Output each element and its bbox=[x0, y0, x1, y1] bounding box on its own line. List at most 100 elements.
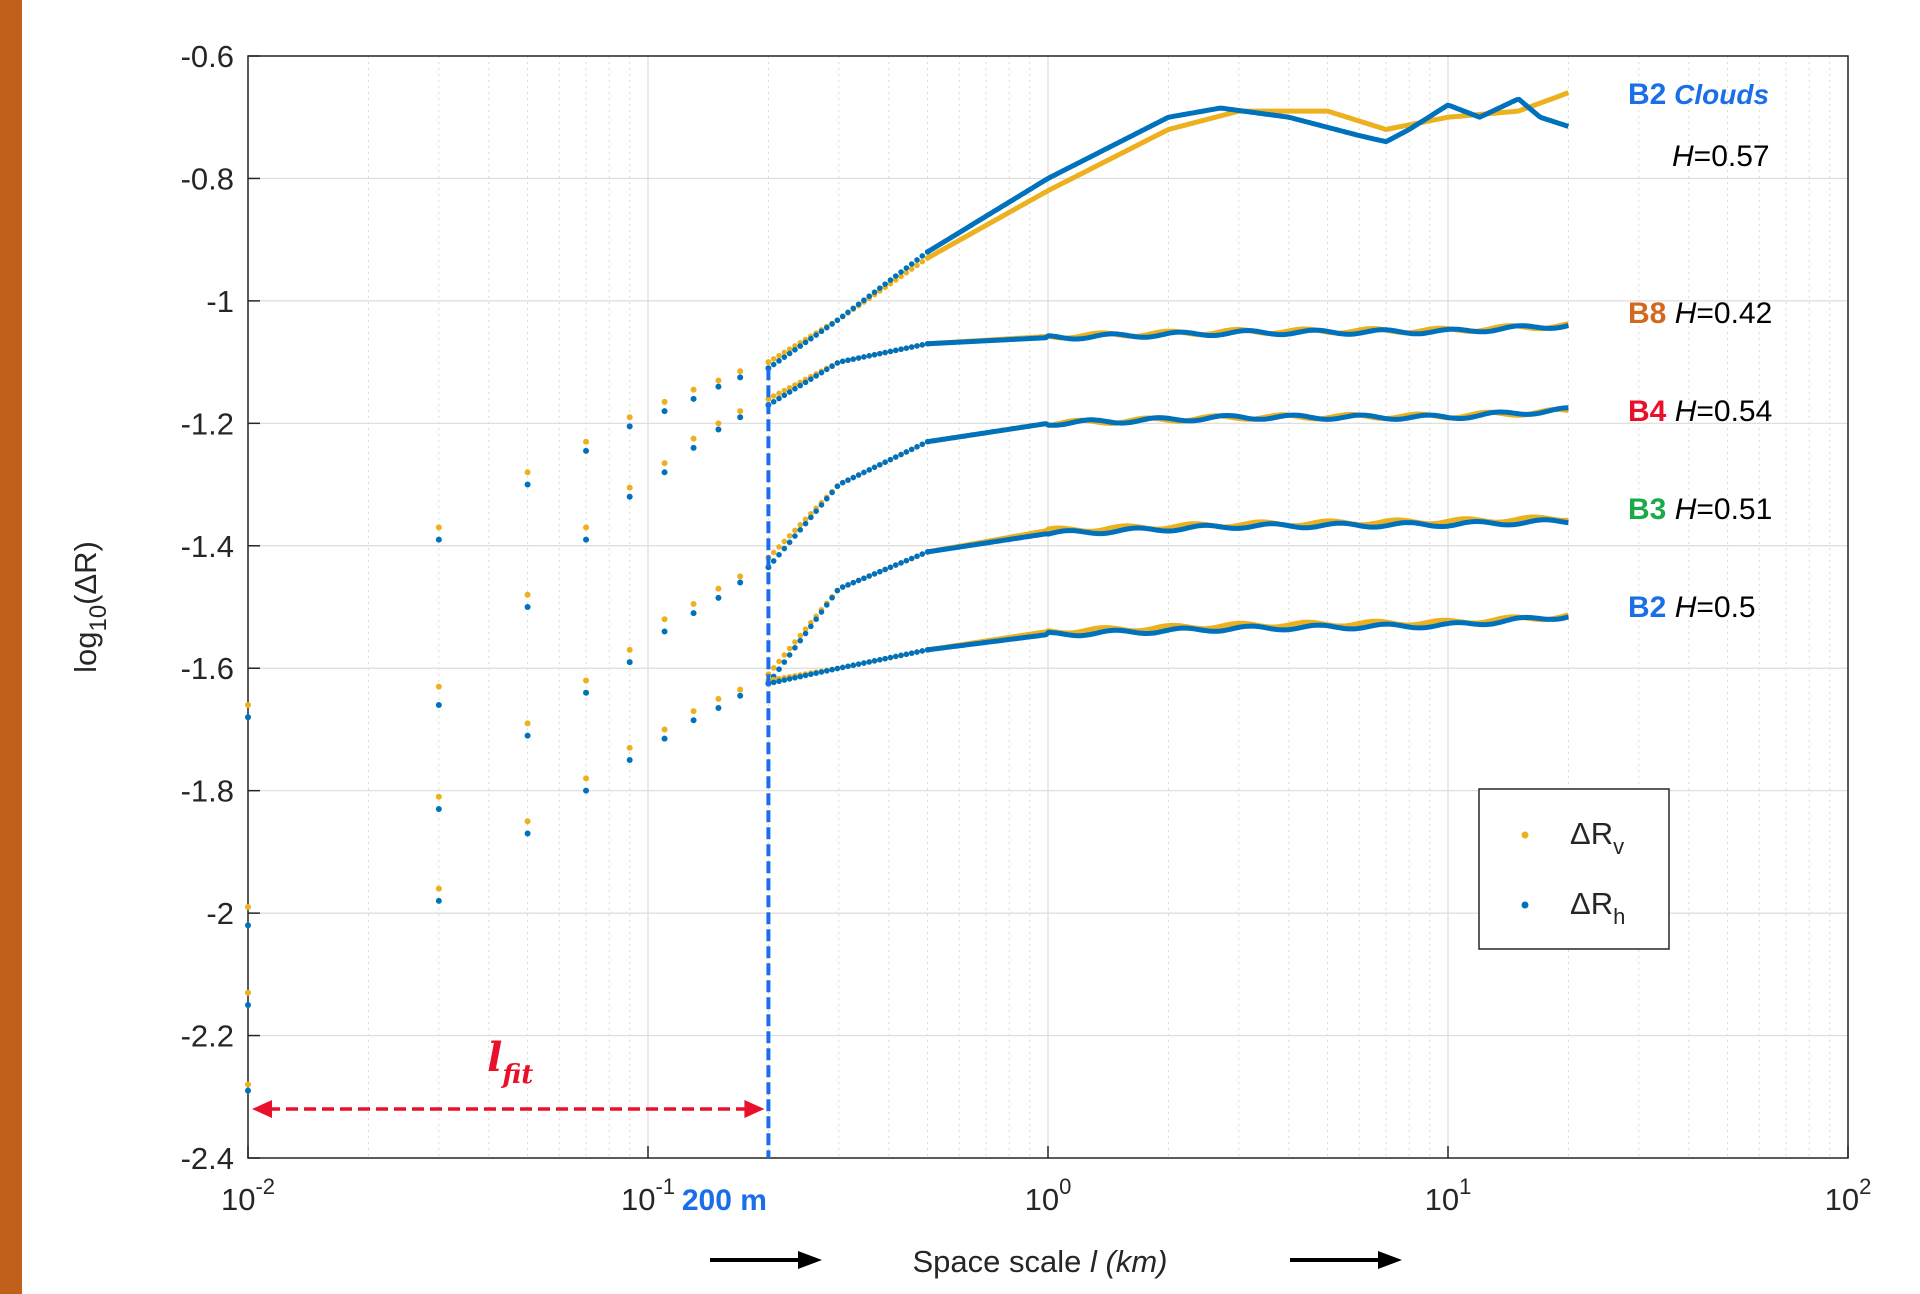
data-point bbox=[877, 656, 883, 663]
data-point bbox=[861, 575, 867, 582]
data-point bbox=[524, 604, 531, 610]
data-point bbox=[887, 654, 894, 661]
data-point bbox=[661, 408, 668, 415]
lfit-label-sub: fit bbox=[500, 1060, 533, 1090]
data-point bbox=[908, 344, 915, 350]
data-point bbox=[797, 343, 804, 349]
data-point bbox=[903, 557, 910, 564]
data-point bbox=[813, 332, 819, 338]
data-point bbox=[892, 277, 899, 283]
data-point bbox=[245, 922, 251, 929]
series-line bbox=[926, 96, 1570, 255]
data-point bbox=[626, 493, 633, 500]
data-point bbox=[919, 253, 926, 259]
data-point bbox=[892, 454, 899, 460]
data-point bbox=[834, 483, 841, 490]
data-point bbox=[786, 645, 793, 652]
data-point bbox=[715, 594, 722, 601]
band-label-b4: B4 H=0.54 bbox=[1628, 395, 1772, 428]
y-axis-label-sub: 10 bbox=[85, 605, 112, 632]
data-point bbox=[919, 648, 926, 654]
series-line bbox=[927, 405, 1569, 445]
lfit-arrowhead-right bbox=[744, 1100, 765, 1119]
data-point bbox=[661, 628, 668, 635]
data-point bbox=[715, 377, 722, 384]
x-tick-label: 101 bbox=[1425, 1174, 1472, 1217]
data-point bbox=[786, 384, 793, 391]
data-point bbox=[892, 653, 899, 660]
series-line bbox=[927, 323, 1569, 347]
data-point bbox=[882, 281, 888, 287]
lfit-arrowhead-left bbox=[252, 1100, 272, 1119]
band-name: B3 bbox=[1628, 493, 1666, 526]
data-point bbox=[866, 293, 873, 300]
data-point bbox=[855, 301, 862, 308]
data-point bbox=[435, 806, 442, 813]
data-point bbox=[823, 495, 830, 502]
y-tick-label: -2 bbox=[206, 896, 234, 931]
y-tick-label: -1 bbox=[206, 284, 234, 319]
band-name: B8 bbox=[1628, 297, 1666, 330]
data-point bbox=[808, 335, 814, 342]
data-point bbox=[823, 602, 830, 608]
data-point bbox=[792, 527, 798, 534]
y-tick-label: -0.6 bbox=[181, 39, 234, 74]
data-point bbox=[524, 591, 531, 598]
h-symbol: H bbox=[1675, 395, 1697, 428]
data-point bbox=[737, 408, 744, 415]
data-point bbox=[765, 359, 772, 366]
data-point bbox=[690, 708, 697, 715]
data-point bbox=[715, 705, 722, 712]
data-point bbox=[898, 273, 904, 280]
data-point bbox=[661, 398, 668, 405]
data-point bbox=[715, 585, 722, 592]
band-name: B2 bbox=[1628, 78, 1666, 111]
x-axis-label-var: l bbox=[1090, 1244, 1098, 1279]
data-point bbox=[776, 666, 782, 673]
data-point bbox=[866, 467, 873, 473]
data-point bbox=[797, 527, 804, 533]
lfit-label-main: l bbox=[487, 1034, 502, 1081]
data-point bbox=[797, 673, 804, 680]
data-point bbox=[245, 989, 251, 996]
data-point bbox=[802, 626, 809, 632]
data-point bbox=[715, 383, 722, 390]
data-point bbox=[786, 533, 793, 539]
h-symbol: H bbox=[1675, 493, 1697, 526]
data-point bbox=[770, 393, 777, 399]
h-symbol: H bbox=[1672, 140, 1694, 173]
data-point bbox=[435, 793, 442, 800]
data-point bbox=[855, 472, 862, 478]
data-point bbox=[802, 516, 809, 523]
data-point bbox=[813, 670, 819, 676]
axis-labels: log10(ΔR)Space scale l (km) bbox=[68, 541, 1402, 1279]
data-point bbox=[866, 659, 873, 665]
data-point bbox=[882, 459, 888, 465]
data-point bbox=[797, 382, 804, 389]
band-name: B2 bbox=[1628, 591, 1666, 624]
x-tick-exponent: -2 bbox=[255, 1174, 275, 1199]
data-point bbox=[583, 447, 590, 454]
data-point bbox=[626, 659, 633, 666]
data-point bbox=[887, 456, 894, 463]
data-point bbox=[737, 374, 744, 381]
data-point bbox=[919, 342, 926, 348]
data-point bbox=[583, 536, 590, 543]
data-point bbox=[583, 787, 590, 794]
data-point bbox=[781, 659, 788, 665]
lfit-label: lfit bbox=[487, 1034, 533, 1090]
data-point bbox=[690, 610, 697, 617]
y-tick-label: -1.8 bbox=[181, 774, 234, 809]
data-point bbox=[855, 577, 862, 584]
data-point bbox=[903, 651, 910, 658]
data-point bbox=[898, 346, 904, 353]
data-point bbox=[877, 568, 883, 575]
side-accent-bar bbox=[0, 0, 22, 1294]
data-point bbox=[823, 366, 830, 373]
data-point bbox=[850, 356, 857, 362]
band-label-b2: B2 H=0.5 bbox=[1628, 591, 1756, 624]
data-point bbox=[715, 420, 722, 427]
data-point bbox=[914, 262, 920, 269]
data-point bbox=[781, 545, 788, 552]
